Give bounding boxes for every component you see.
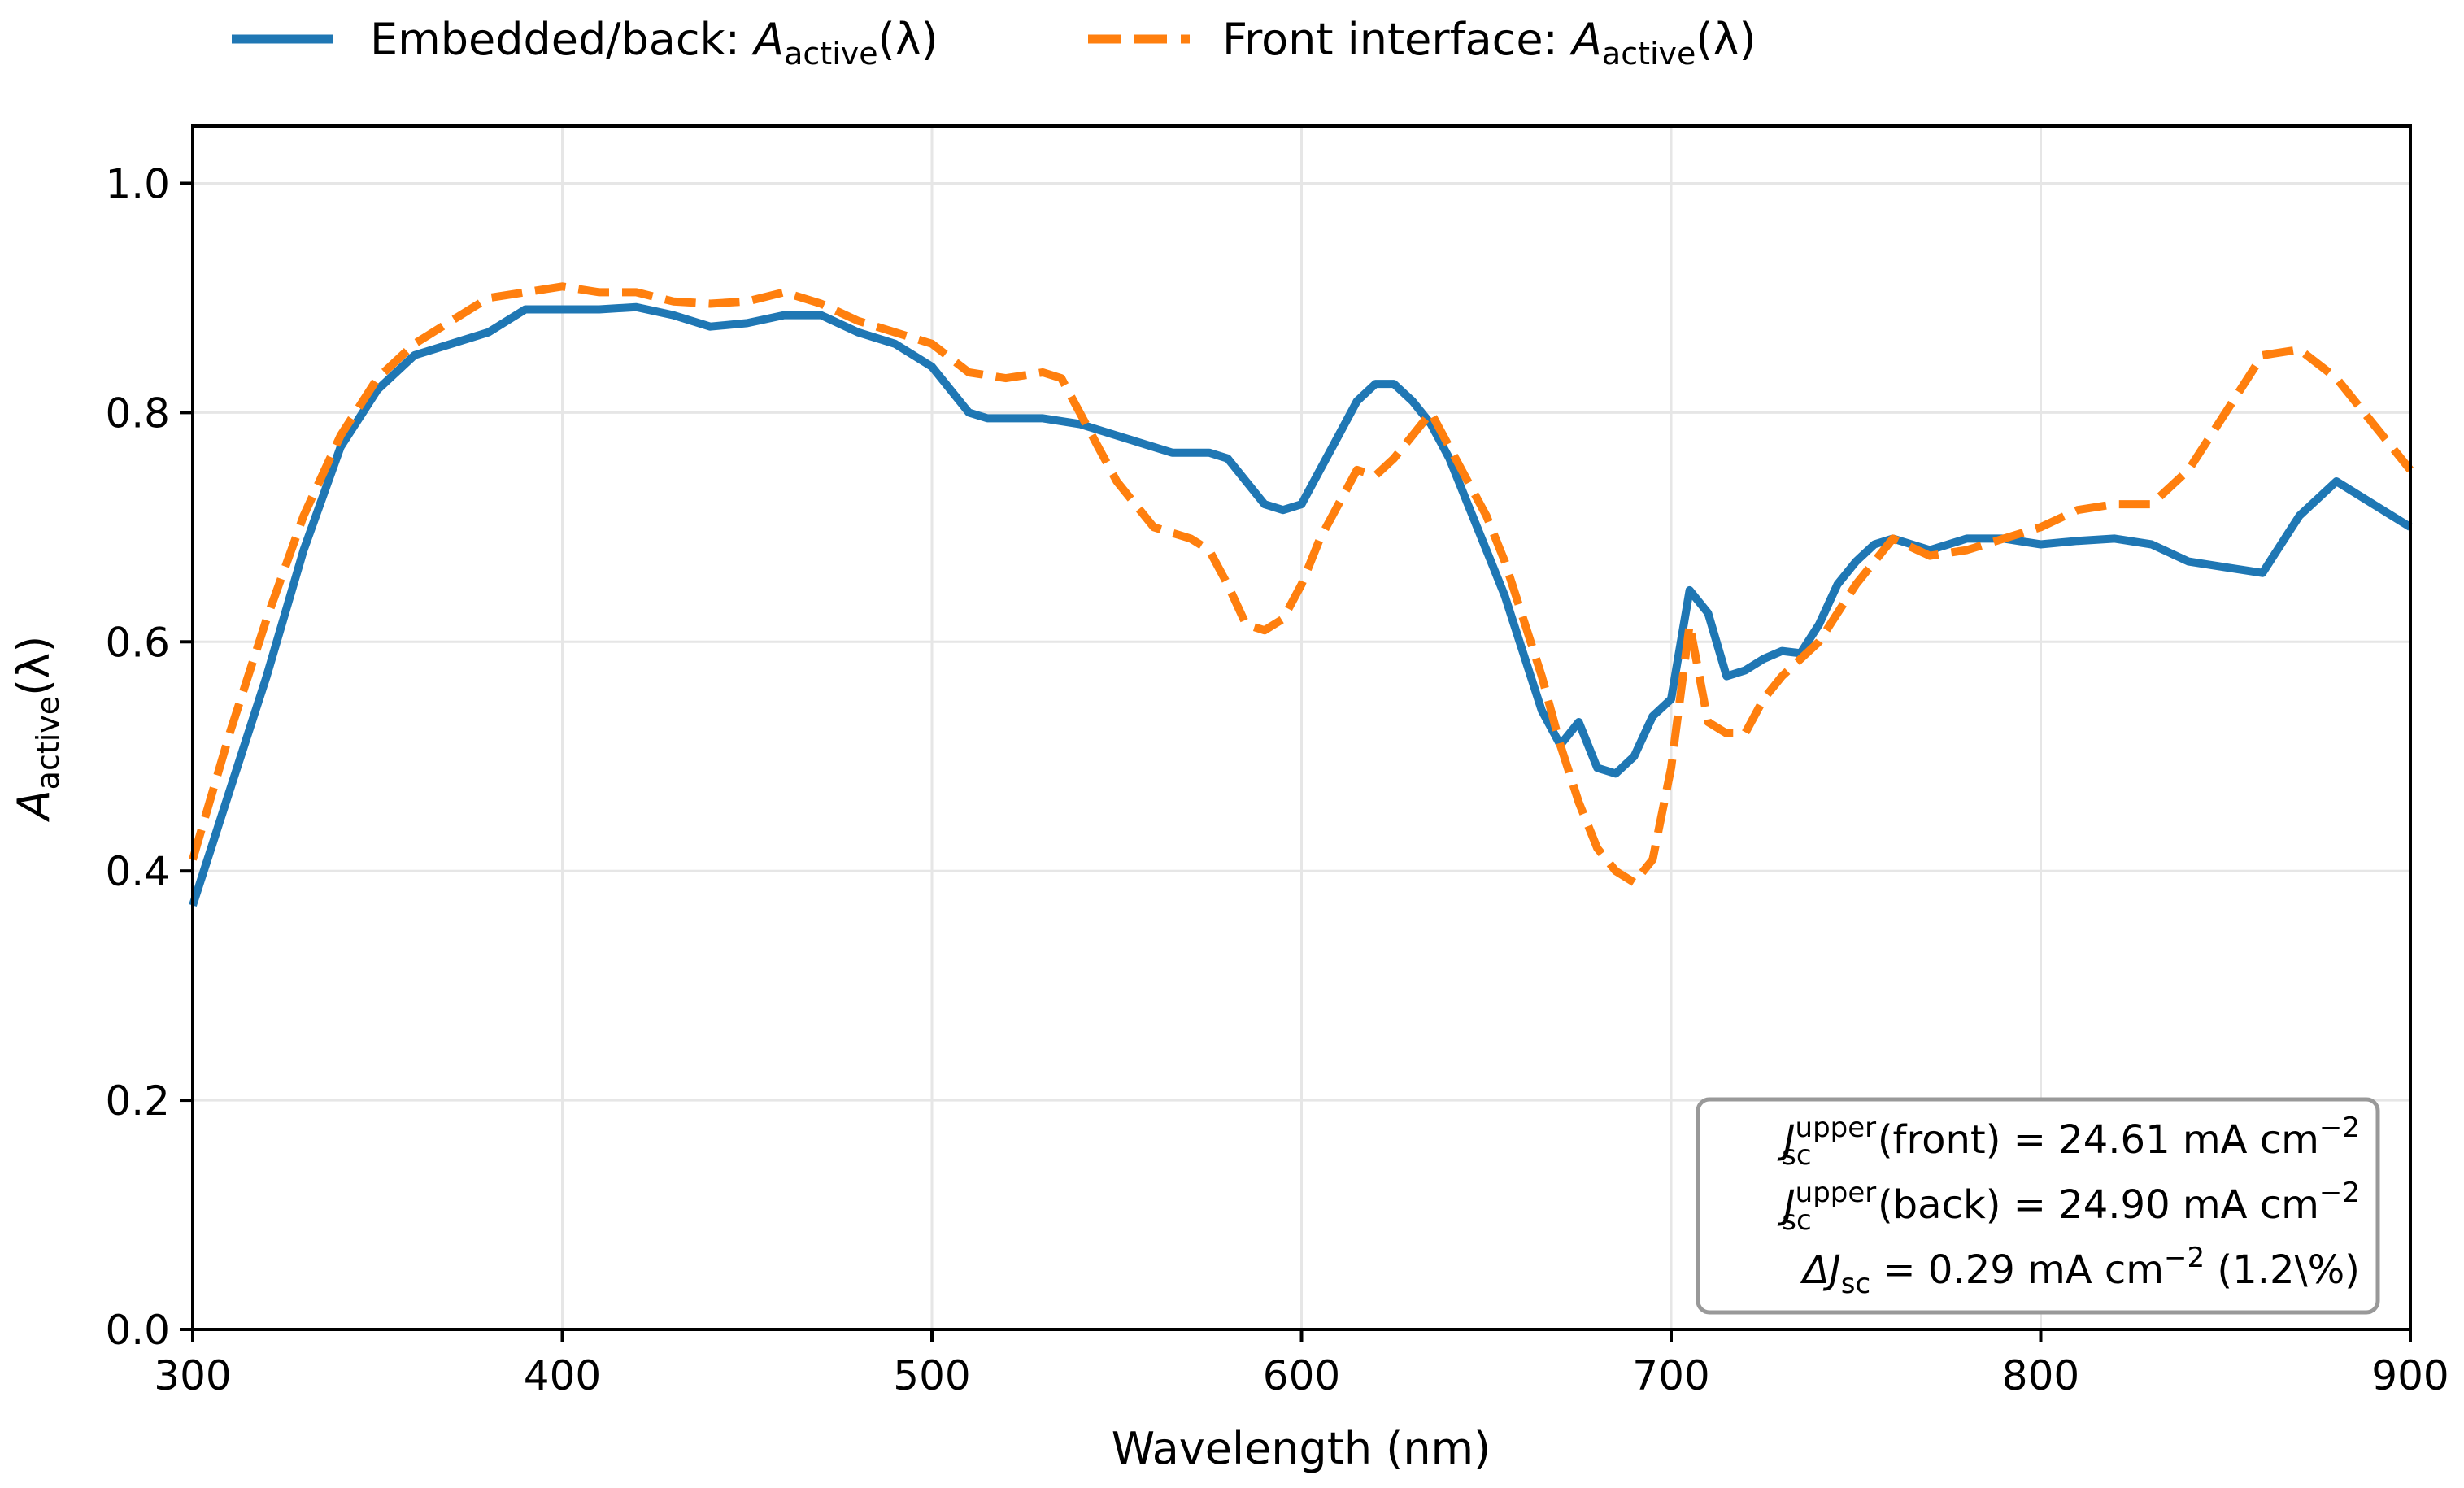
x-tick-label: 500 <box>893 1352 970 1399</box>
x-axis-label: Wavelength (nm) <box>1112 1423 1491 1474</box>
y-tick-label: 1.0 <box>105 160 170 207</box>
series-line-front-interface <box>189 282 2414 887</box>
annotation-line-back: Jupper sc (back) = 24.90 mA cm−2 <box>1778 1177 2361 1237</box>
y-axis: 0.0 0.2 0.4 0.6 0.8 1.0 <box>105 160 193 1354</box>
y-tick-label: 0.4 <box>105 848 170 895</box>
x-tick-label: 700 <box>1632 1352 1709 1399</box>
legend: Embedded/back: Aactive(λ) Front interfac… <box>232 14 1757 72</box>
x-tick-label: 400 <box>524 1352 601 1399</box>
y-tick-label: 0.8 <box>105 389 170 437</box>
x-tick-label: 300 <box>154 1352 231 1399</box>
legend-label-embedded: Embedded/back: Aactive(λ) <box>370 14 938 72</box>
grid <box>191 126 2412 1331</box>
legend-label-front: Front interface: Aactive(λ) <box>1222 14 1757 72</box>
series-lines <box>189 282 2414 907</box>
y-tick-label: 0.2 <box>105 1077 170 1125</box>
series-line-embedded-back <box>189 302 2413 907</box>
annotation-line-front: Jupper sc (front) = 24.61 mA cm−2 <box>1777 1112 2360 1172</box>
y-tick-label: 0.6 <box>105 619 170 666</box>
jsc-annotation: Jupper sc (front) = 24.61 mA cm−2 Jupper s… <box>1696 1097 2380 1315</box>
y-tick-label: 0.0 <box>105 1307 170 1354</box>
annotation-box <box>1696 1097 2380 1315</box>
y-axis-label: Aactive(λ) <box>8 636 66 823</box>
annotation-line-delta: ΔJsc = 0.29 mA cm−2 (1.2\%) <box>1800 1242 2360 1300</box>
x-tick-label: 800 <box>2002 1352 2079 1399</box>
x-axis: 300 400 500 600 700 800 900 <box>154 1329 2449 1399</box>
x-tick-label: 900 <box>2371 1352 2449 1399</box>
x-tick-label: 600 <box>1263 1352 1340 1399</box>
